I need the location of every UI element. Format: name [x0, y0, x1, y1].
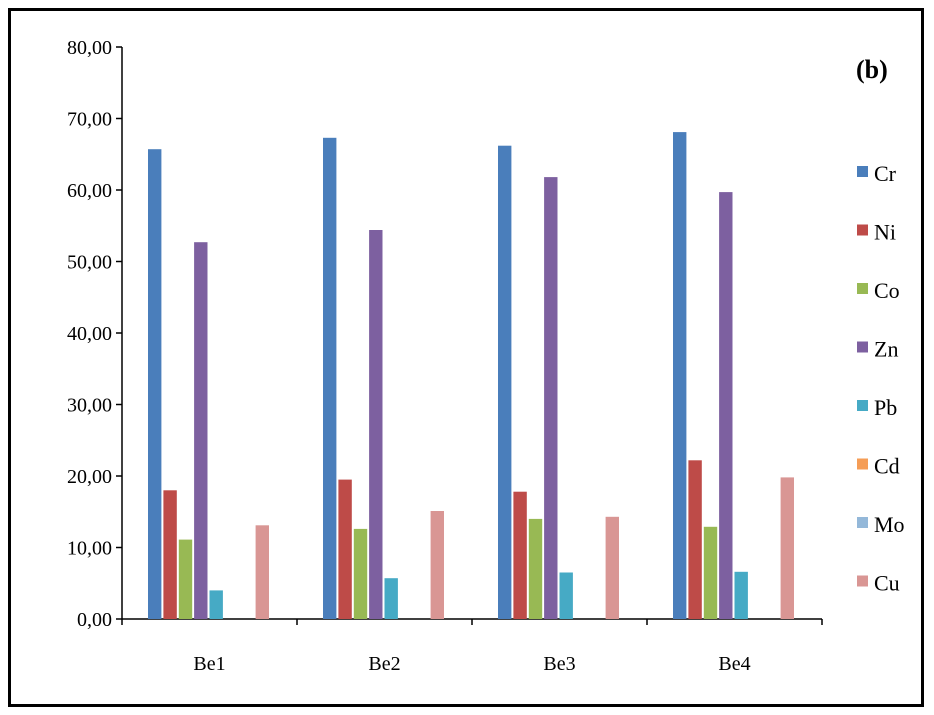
bar-cu-be4 — [781, 477, 794, 619]
bar-ni-be2 — [338, 480, 351, 619]
legend-label-co: Co — [874, 278, 900, 303]
x-tick-label: Be1 — [193, 653, 225, 675]
legend-swatch-cu — [857, 576, 868, 587]
y-tick-label: 30,00 — [67, 395, 112, 417]
y-tick-label: 20,00 — [67, 466, 112, 488]
bar-cr-be3 — [498, 146, 511, 619]
bar-co-be2 — [354, 529, 367, 619]
legend-swatch-cd — [857, 459, 868, 470]
bar-co-be3 — [529, 519, 542, 619]
bar-cu-be1 — [256, 525, 269, 619]
y-tick-label: 50,00 — [67, 252, 112, 274]
bar-ni-be4 — [688, 460, 701, 619]
y-tick-label: 60,00 — [67, 180, 112, 202]
legend-label-pb: Pb — [874, 395, 897, 420]
bar-cr-be2 — [323, 138, 336, 619]
bars-group — [148, 132, 794, 619]
bar-cu-be3 — [606, 517, 619, 619]
panel-label: (b) — [856, 55, 888, 84]
y-tick-label: 10,00 — [67, 538, 112, 560]
bar-ni-be1 — [163, 490, 176, 619]
x-tick-label: Be2 — [368, 653, 400, 675]
bar-pb-be3 — [560, 573, 573, 620]
legend-label-ni: Ni — [874, 220, 896, 245]
legend-swatch-ni — [857, 225, 868, 236]
x-tick-label: Be4 — [718, 653, 750, 675]
y-tick-label: 0,00 — [77, 609, 112, 631]
bar-zn-be4 — [719, 192, 732, 619]
bar-pb-be4 — [735, 572, 748, 619]
bar-pb-be1 — [210, 590, 223, 619]
legend-swatch-cr — [857, 166, 868, 177]
bar-co-be4 — [704, 527, 717, 619]
x-axis-ticks: Be1 Be2 Be3 Be4 — [122, 619, 822, 675]
legend-label-cd: Cd — [874, 454, 900, 479]
y-tick-label: 40,00 — [67, 323, 112, 345]
legend-label-zn: Zn — [874, 337, 898, 362]
bar-zn-be2 — [369, 230, 382, 619]
bar-co-be1 — [179, 540, 192, 619]
legend: Cr Ni Co Zn Pb Cd Mo Cu — [857, 161, 905, 596]
bar-zn-be3 — [544, 177, 557, 619]
legend-swatch-mo — [857, 517, 868, 528]
bar-pb-be2 — [385, 578, 398, 619]
legend-label-mo: Mo — [874, 512, 905, 537]
y-axis-ticks: 0,00 10,00 20,00 30,00 40,00 50,00 60,00 70,00 8… — [67, 37, 122, 631]
bar-zn-be1 — [194, 242, 207, 619]
bar-cu-be2 — [431, 511, 444, 619]
x-tick-label: Be3 — [543, 653, 575, 675]
y-tick-label: 80,00 — [67, 37, 112, 59]
y-tick-label: 70,00 — [67, 109, 112, 131]
bar-cr-be1 — [148, 149, 161, 619]
bar-cr-be4 — [673, 132, 686, 619]
legend-label-cu: Cu — [874, 571, 900, 596]
legend-swatch-zn — [857, 342, 868, 353]
bar-ni-be3 — [513, 492, 526, 619]
legend-swatch-pb — [857, 400, 868, 411]
legend-label-cr: Cr — [874, 161, 897, 186]
legend-swatch-co — [857, 283, 868, 294]
